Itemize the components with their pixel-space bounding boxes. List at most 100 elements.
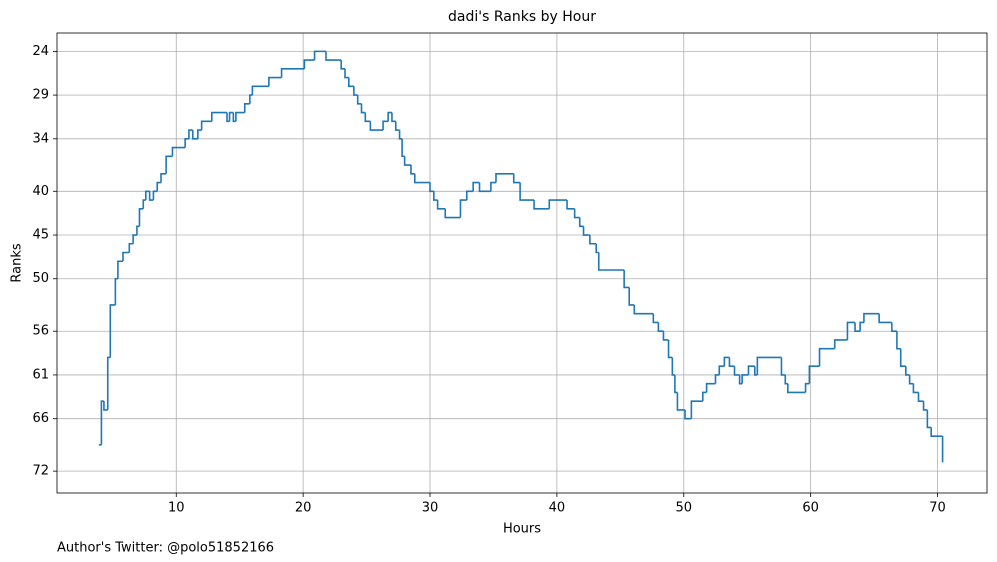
step-segment [787,383,806,394]
step-segment [394,121,400,131]
step-segment [674,374,678,394]
step-segment [623,269,630,289]
step-segment [249,94,253,104]
step-segment [733,366,740,376]
step-segment [303,59,315,69]
step-segment [684,409,692,420]
step-segment [780,357,786,376]
x-tick-label: 70 [929,501,946,516]
step-segment [566,200,575,210]
y-tick-label: 72 [32,464,49,479]
step-segment [103,401,108,411]
step-segment [356,95,362,105]
step-segment [251,85,269,96]
step-segment [582,226,590,236]
step-segment [633,304,654,315]
step-segment [436,200,446,210]
step-segment [132,234,137,244]
x-tick-label: 50 [675,501,692,516]
step-segment [344,68,349,79]
step-segment [160,172,167,183]
chart-title: dadi's Ranks by Hour [448,9,596,25]
step-segment [519,182,535,201]
step-segment [723,356,730,367]
step-segment [741,374,749,384]
step-segment [156,181,162,192]
step-segment [818,347,835,367]
step-segment [171,146,186,157]
step-segment [200,120,212,131]
step-segment [444,208,461,219]
step-segment [512,173,521,184]
y-tick-label: 34 [32,131,49,146]
step-segment [738,374,743,385]
step-segment [152,190,158,201]
step-segment [728,357,735,367]
step-segment [922,401,928,411]
step-segment [136,225,140,236]
step-segment [106,356,111,410]
step-segment [784,374,788,385]
step-segment [472,181,480,192]
step-segment [232,112,236,123]
y-axis-label: Ranks [10,243,25,282]
step-segment [391,112,396,123]
step-segment [652,313,659,324]
step-segment [878,313,892,324]
step-segment [138,207,144,227]
y-tick-label: 66 [32,411,49,426]
step-segment [128,242,134,253]
step-segment [364,112,371,123]
step-segment [589,235,597,245]
step-segment [413,173,419,184]
step-segment [313,50,326,61]
y-tick-label: 56 [32,324,49,339]
x-tick-label: 60 [802,501,819,516]
step-segment [114,277,118,305]
step-segment [714,374,720,384]
step-segment [210,111,228,122]
step-segment [657,322,664,333]
step-segment [904,366,910,376]
step-segment [401,138,405,158]
y-tick-label: 61 [32,367,49,382]
step-segment [145,190,150,201]
step-segment [912,383,919,394]
step-segment [100,400,104,445]
step-segment [369,121,384,131]
step-segment [548,199,568,209]
step-segment [325,51,342,61]
step-segment [718,365,725,375]
step-segment [899,348,906,367]
step-segment [466,190,474,201]
step-segment [578,217,584,228]
step-segment [854,322,861,333]
step-segment [184,138,189,148]
step-segment [360,103,366,114]
step-segment [142,199,146,209]
step-segment [705,382,716,393]
step-segment [268,76,282,87]
y-tick-label: 45 [32,228,49,243]
x-tick-label: 10 [168,501,185,516]
step-segment [165,155,173,174]
step-segment [662,331,669,341]
step-segment [917,392,924,402]
y-tick-label: 24 [32,44,49,59]
step-segment [191,130,198,140]
step-segment [930,427,943,437]
y-tick-label: 50 [32,271,49,286]
step-segment [804,382,810,393]
step-segment [690,400,703,419]
step-segment [676,392,686,411]
step-segment [595,243,599,254]
step-segment [926,409,932,429]
step-segment [908,374,914,385]
footnote: Author's Twitter: @polo51852166 [57,541,274,556]
step-segment [429,182,434,193]
step-segment [459,199,467,218]
step-segment [495,172,514,183]
step-segment [671,357,675,376]
step-segment [410,165,415,175]
step-segment [387,111,392,122]
